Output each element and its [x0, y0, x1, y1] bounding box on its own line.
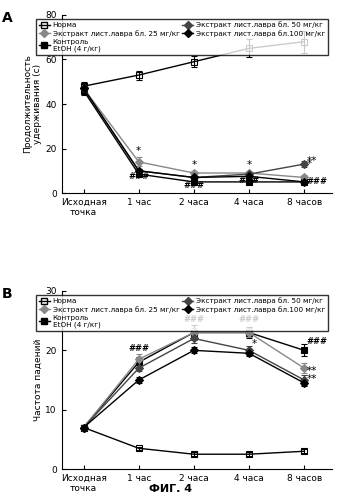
Text: ФИГ. 4: ФИГ. 4: [149, 484, 193, 494]
Text: *: *: [136, 146, 141, 156]
Text: ###: ###: [238, 176, 260, 185]
Text: ###: ###: [183, 315, 205, 324]
Y-axis label: Частота падений: Частота падений: [34, 339, 42, 421]
Text: *: *: [246, 160, 252, 170]
Text: *: *: [307, 159, 312, 169]
Text: A: A: [2, 11, 13, 25]
Y-axis label: Продолжительность
удерживания (с): Продолжительность удерживания (с): [23, 54, 42, 154]
Text: *: *: [252, 339, 257, 349]
Text: ###: ###: [183, 181, 205, 190]
Text: **: **: [307, 374, 317, 384]
Text: B: B: [2, 287, 13, 301]
Legend: Норма, Экстракт лист.лавра бл. 25 мг/кг, Контроль
EtOH (4 г/кг), Экстракт лист.л: Норма, Экстракт лист.лавра бл. 25 мг/кг,…: [36, 294, 328, 331]
Legend: Норма, Экстракт лист.лавра бл. 25 мг/кг, Контроль
EtOH (4 г/кг), Экстракт лист.л: Норма, Экстракт лист.лавра бл. 25 мг/кг,…: [36, 18, 328, 55]
Text: **: **: [307, 366, 317, 376]
Text: ###: ###: [307, 337, 328, 346]
Text: ###: ###: [128, 172, 149, 181]
Text: ###: ###: [307, 178, 328, 187]
Text: *: *: [191, 160, 197, 170]
Text: **: **: [307, 156, 317, 166]
Text: ###: ###: [238, 315, 260, 324]
Text: ###: ###: [128, 344, 149, 353]
